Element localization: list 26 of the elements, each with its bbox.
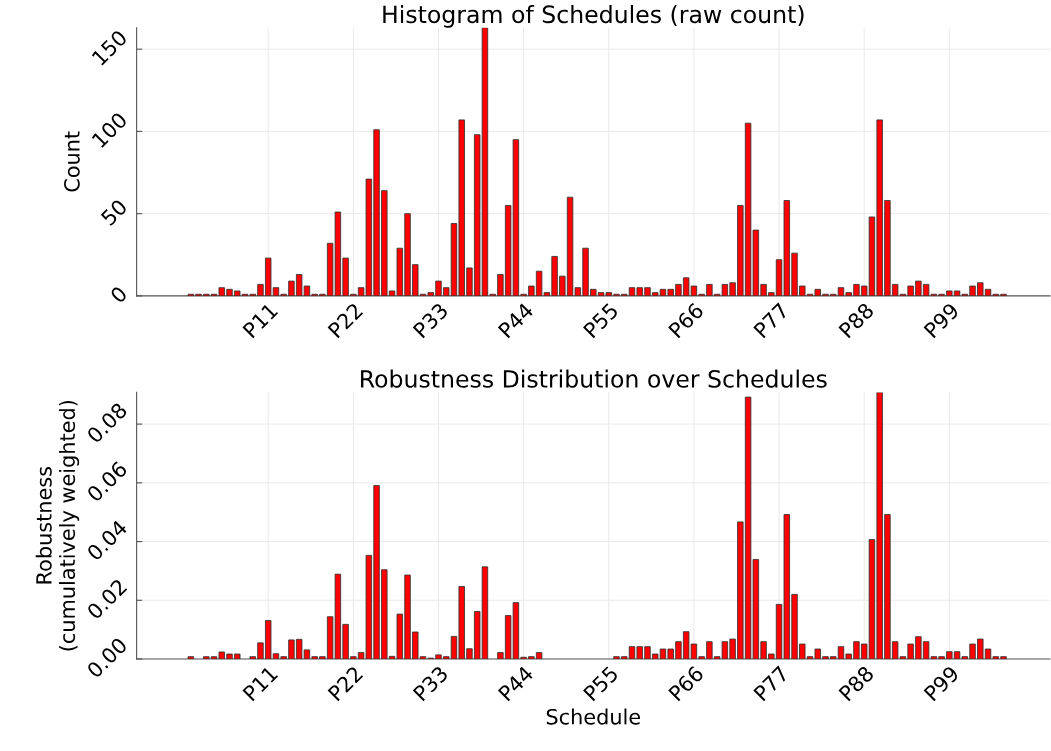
x-axis-title: Schedule xyxy=(546,708,641,725)
x-tick-label: P55 xyxy=(583,665,619,702)
x-tick-label: P66 xyxy=(667,665,705,702)
x-tick-label: P11 xyxy=(242,302,279,339)
y-tick-label: 150 xyxy=(91,29,128,66)
y-tick-label: 100 xyxy=(91,111,128,149)
x-tick-label: P88 xyxy=(838,302,875,339)
x-tick-label: P55 xyxy=(583,302,619,339)
x-tick-label: P11 xyxy=(242,665,279,702)
x-tick-label: P99 xyxy=(923,302,960,339)
y-axis-title: Count xyxy=(64,131,80,192)
x-tick-label: P66 xyxy=(667,301,705,339)
x-tick-label: P44 xyxy=(497,302,534,339)
y-tick-label: 50 xyxy=(100,198,128,227)
x-tick-label: P44 xyxy=(497,665,534,702)
y-tick-label: 0 xyxy=(109,285,128,304)
y-axis-title: Robustness (cumulatively weighted) xyxy=(35,400,80,651)
x-tick-label: P33 xyxy=(412,665,449,702)
x-tick-label: P99 xyxy=(923,665,960,702)
chart-title: Robustness Distribution over Schedules xyxy=(361,369,827,388)
x-tick-label: P22 xyxy=(327,302,364,339)
chart-title: Histogram of Schedules (raw count) xyxy=(383,4,804,28)
x-tick-label: P88 xyxy=(838,665,875,702)
x-tick-label: P22 xyxy=(327,665,364,702)
x-tick-label: P33 xyxy=(412,302,449,339)
bar xyxy=(187,656,195,659)
